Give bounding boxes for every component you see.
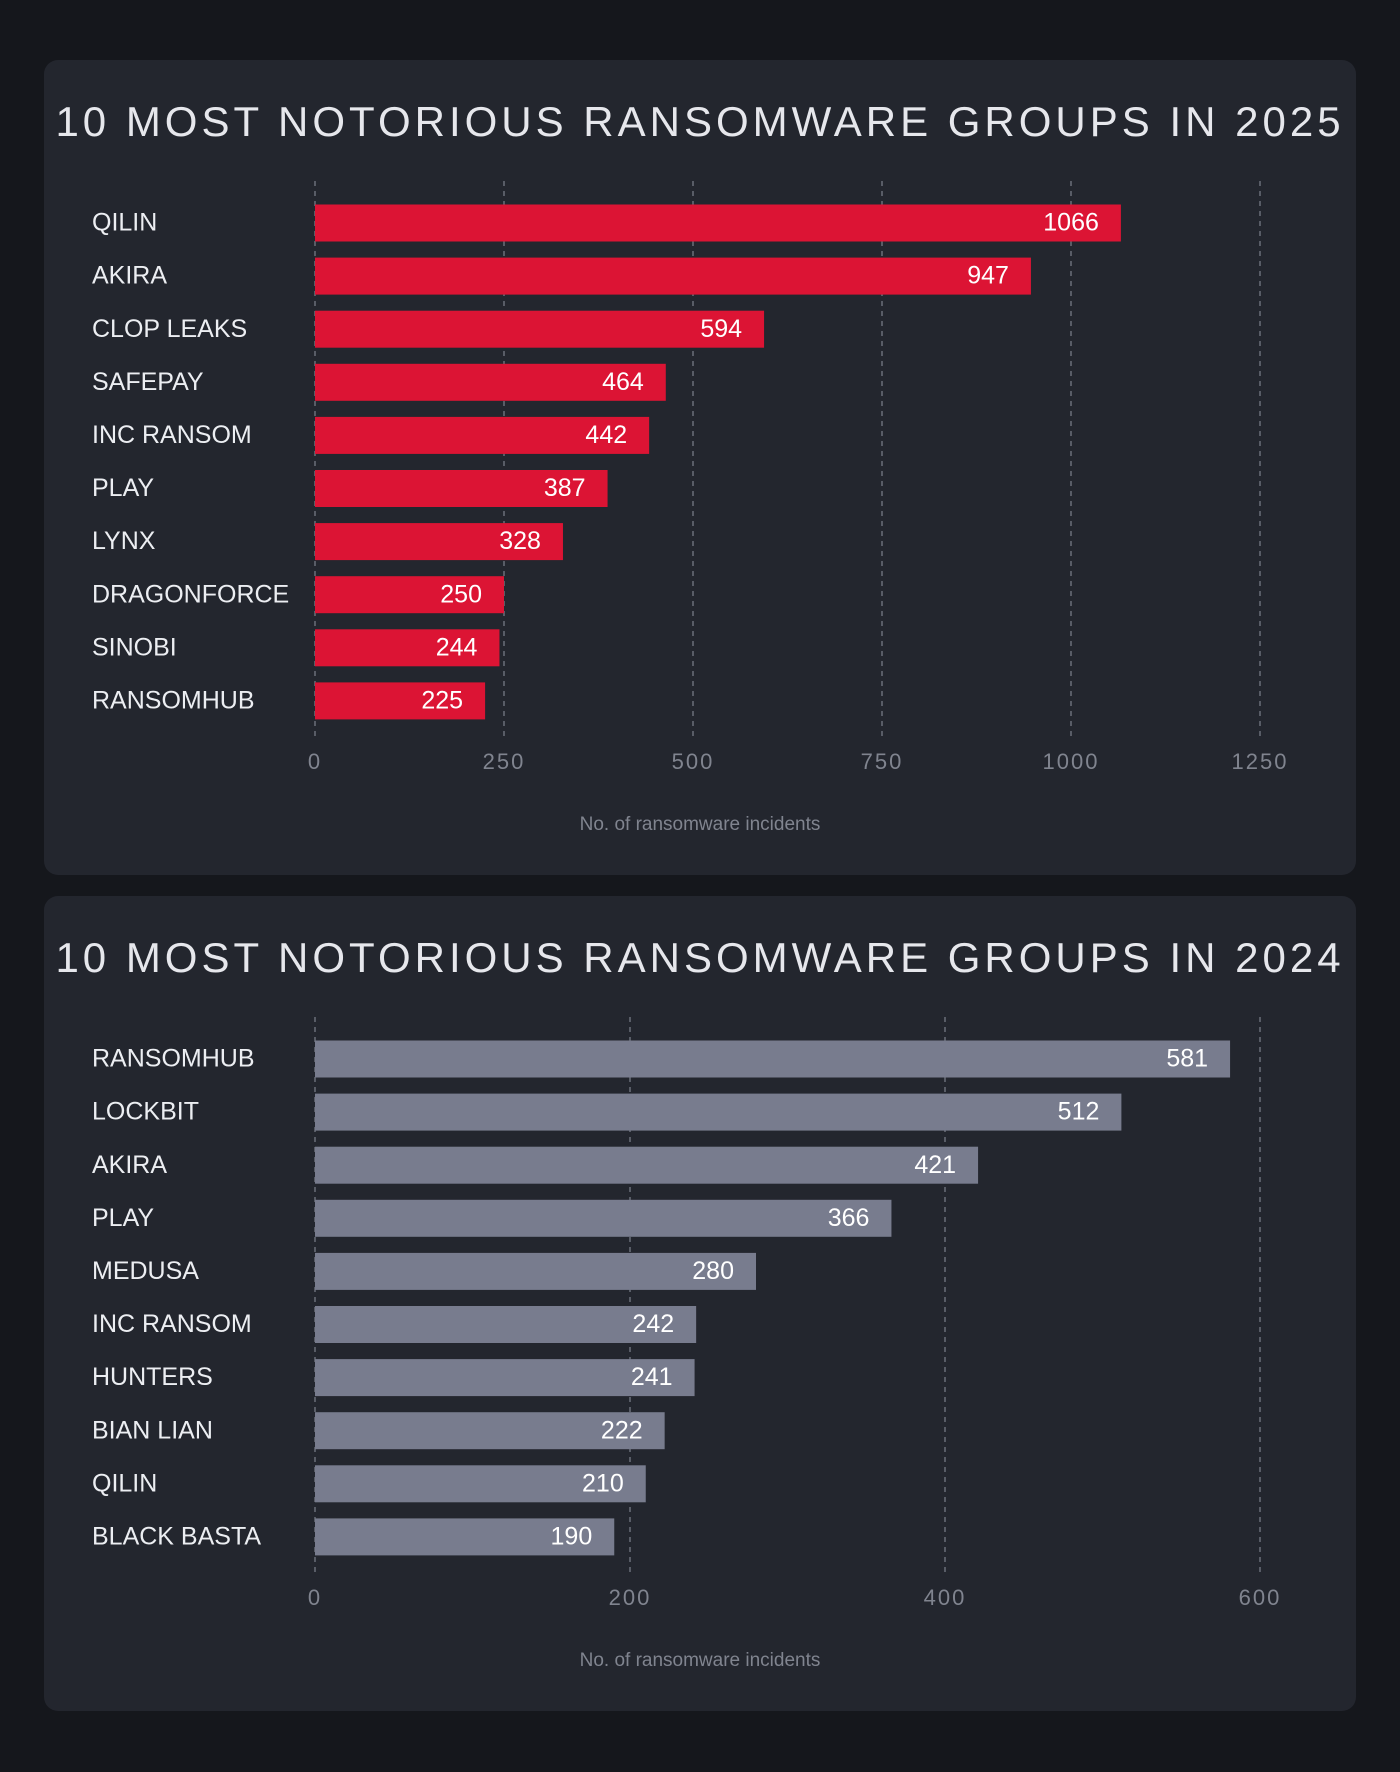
category-label: AKIRA: [92, 262, 167, 290]
data-label: 581: [1166, 1045, 1208, 1073]
x-tick-label: 0: [308, 749, 322, 774]
category-label: DRAGONFORCE: [92, 580, 289, 608]
chart-title: 10 MOST NOTORIOUS RANSOMWARE GROUPS IN 2…: [55, 934, 1345, 981]
data-label: 241: [631, 1363, 673, 1391]
bar: [315, 1093, 1122, 1131]
bar: [315, 257, 1031, 295]
data-label: 366: [828, 1204, 870, 1232]
x-tick-label: 200: [609, 1585, 652, 1610]
x-tick-label: 500: [672, 749, 715, 774]
chart-title: 10 MOST NOTORIOUS RANSOMWARE GROUPS IN 2…: [55, 98, 1345, 145]
category-label: MEDUSA: [92, 1257, 199, 1285]
x-tick-label: 1000: [1043, 749, 1100, 774]
data-label: 512: [1058, 1098, 1100, 1126]
bar: [315, 682, 486, 720]
category-label: INC RANSOM: [92, 421, 252, 449]
data-label: 242: [632, 1310, 674, 1338]
x-axis-label: No. of ransomware incidents: [580, 1650, 821, 1671]
category-label: QILIN: [92, 1469, 157, 1497]
bar: [315, 470, 608, 507]
chart-card-2024: 10 MOST NOTORIOUS RANSOMWARE GROUPS IN 2…: [44, 896, 1356, 1711]
x-tick-label: 1250: [1232, 749, 1289, 774]
x-tick-label: 0: [308, 1585, 322, 1610]
bar: [315, 576, 504, 614]
category-label: SAFEPAY: [92, 368, 204, 396]
data-label: 947: [967, 262, 1009, 290]
category-label: INC RANSOM: [92, 1310, 252, 1338]
category-label: PLAY: [92, 474, 154, 502]
x-tick-label: 250: [483, 749, 526, 774]
data-label: 387: [544, 474, 586, 502]
bar: [315, 523, 563, 561]
category-label: LOCKBIT: [92, 1098, 199, 1126]
data-label: 225: [421, 687, 463, 715]
bar: [315, 1465, 646, 1503]
category-label: AKIRA: [92, 1151, 167, 1179]
data-label: 1066: [1043, 209, 1099, 237]
data-label: 594: [700, 315, 742, 343]
category-label: BIAN LIAN: [92, 1416, 213, 1444]
data-label: 210: [582, 1469, 624, 1497]
bar: [315, 1412, 665, 1450]
data-label: 328: [499, 527, 541, 555]
category-label: RANSOMHUB: [92, 687, 255, 715]
x-tick-label: 400: [924, 1585, 967, 1610]
data-label: 222: [601, 1416, 643, 1444]
bar-chart-2024: 0 200 400 600 RANSOMHUB 581 LOCKBIT 512 AKIRA 421…: [92, 1017, 1282, 1671]
category-label: HUNTERS: [92, 1363, 213, 1391]
chart-card-2025: 10 MOST NOTORIOUS RANSOMWARE GROUPS IN 2…: [44, 60, 1356, 875]
bar: [315, 1040, 1231, 1078]
x-tick-label: 750: [861, 749, 904, 774]
bar: [315, 1518, 615, 1556]
data-label: 464: [602, 368, 644, 396]
category-label: BLACK BASTA: [92, 1523, 261, 1551]
bar: [315, 1146, 979, 1184]
bar: [315, 1306, 697, 1343]
bar: [315, 416, 650, 454]
bar: [315, 1359, 695, 1397]
bar: [315, 310, 765, 348]
category-label: CLOP LEAKS: [92, 315, 247, 343]
x-tick-label: 600: [1239, 1585, 1282, 1610]
category-label: RANSOMHUB: [92, 1045, 255, 1073]
data-label: 190: [551, 1523, 593, 1551]
bar: [315, 204, 1121, 242]
category-label: LYNX: [92, 527, 156, 555]
bar: [315, 1252, 756, 1290]
x-axis-label: No. of ransomware incidents: [580, 814, 821, 835]
bar: [315, 363, 666, 401]
category-label: PLAY: [92, 1204, 154, 1232]
data-label: 442: [585, 421, 627, 449]
bar: [315, 1199, 892, 1237]
data-label: 244: [436, 633, 478, 661]
data-label: 280: [692, 1257, 734, 1285]
data-label: 421: [914, 1151, 956, 1179]
category-label: QILIN: [92, 209, 157, 237]
bar: [315, 629, 500, 667]
bar-chart-2025: 0 250 500 750 1000 1250 QILIN 1066 AKIRA 947 CLOP …: [92, 181, 1289, 835]
category-label: SINOBI: [92, 633, 177, 661]
data-label: 250: [440, 580, 482, 608]
